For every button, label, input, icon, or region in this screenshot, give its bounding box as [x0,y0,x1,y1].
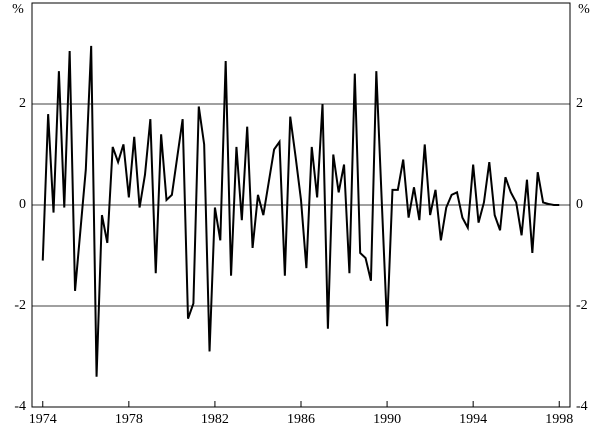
y-tick-label: -4 [14,399,26,414]
y2-tick-label: 2 [576,96,583,111]
data-line [41,45,560,377]
x-tick-label: 1994 [459,412,487,427]
x-tick-label: 1978 [115,412,143,427]
x-tick-label: 1990 [373,412,401,427]
y2-tick-label: 0 [576,197,583,212]
y-tick-label: 2 [19,96,26,111]
x-tick-label: 1974 [29,412,57,427]
y-tick-label: -2 [14,298,26,313]
y2-tick-label: -2 [576,298,588,313]
y2-axis-unit: % [578,2,590,17]
x-tick-label: 1986 [287,412,315,427]
y-tick-label: 0 [19,197,26,212]
x-tick-label: 1998 [545,412,573,427]
y2-tick-label: -4 [576,399,588,414]
x-tick-label: 1982 [201,412,229,427]
y-axis-unit: % [12,2,24,17]
